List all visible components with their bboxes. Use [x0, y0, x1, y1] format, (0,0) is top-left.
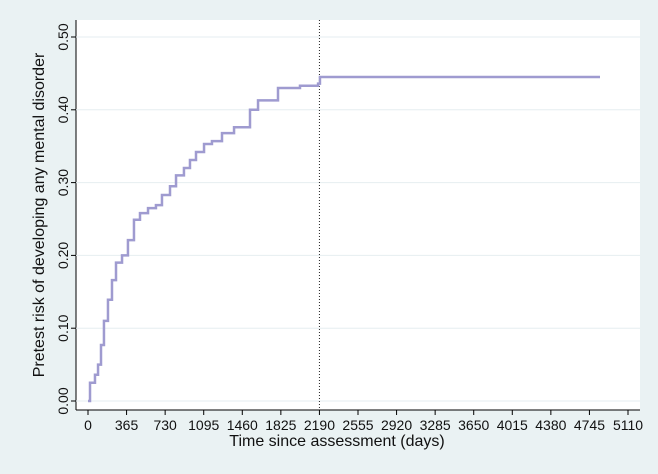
y-tick-label: 0.00: [55, 387, 71, 414]
x-tick-label: 3285: [420, 417, 451, 433]
x-tick-label: 5110: [613, 417, 643, 433]
line-series: [88, 75, 600, 403]
x-tick-label: 4380: [535, 417, 566, 433]
y-axis-label: Pretest risk of developing any mental di…: [31, 52, 48, 377]
x-tick-label: 2555: [342, 417, 373, 433]
x-tick-label: 3650: [458, 417, 489, 433]
x-tick-label: 2920: [381, 417, 412, 433]
x-tick-label: 730: [153, 417, 177, 433]
x-tick-label: 0: [84, 417, 92, 433]
x-tick-label: 2190: [304, 417, 335, 433]
x-tick-label: 1095: [188, 417, 219, 433]
y-tick-label: 0.10: [55, 314, 71, 341]
y-tick-label: 0.20: [55, 242, 71, 269]
y-tick-label: 0.30: [55, 169, 71, 196]
x-tick-label: 1460: [227, 417, 258, 433]
y-tick-label: 0.40: [55, 96, 71, 123]
x-tick-label: 4015: [497, 417, 528, 433]
plot-area: [76, 20, 640, 410]
x-tick-label: 1825: [265, 417, 296, 433]
x-tick-label: 4745: [574, 417, 605, 433]
y-tick-label: 0.50: [55, 23, 71, 50]
x-axis-label: Time since assessment (days): [229, 433, 444, 450]
x-tick-label: 365: [115, 417, 139, 433]
